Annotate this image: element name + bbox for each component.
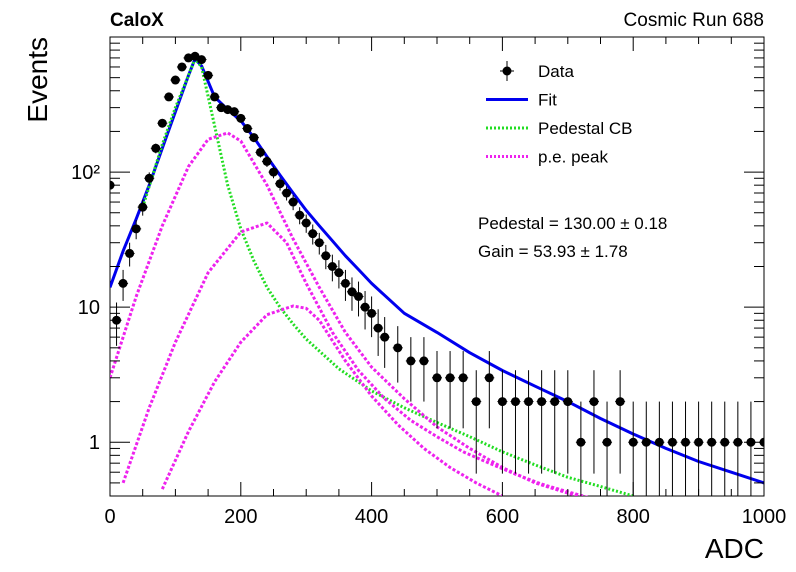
data-point xyxy=(346,277,357,311)
data-point xyxy=(235,113,246,123)
data-point xyxy=(471,370,482,474)
data-point xyxy=(131,220,142,240)
legend-label: Data xyxy=(538,62,574,81)
data-point xyxy=(667,401,678,496)
data-point xyxy=(118,269,129,301)
y-tick-label: 1 xyxy=(89,432,100,454)
data-point xyxy=(615,370,626,474)
data-point xyxy=(294,207,305,225)
data-point xyxy=(203,70,214,80)
data-point xyxy=(111,302,122,346)
x-axis-label: ADC xyxy=(705,533,764,564)
data-point xyxy=(268,166,279,179)
data-point xyxy=(327,254,338,282)
x-tick-label: 400 xyxy=(355,506,388,528)
data-point xyxy=(255,147,266,158)
data-point xyxy=(176,62,187,72)
data-point xyxy=(392,326,403,383)
data-point xyxy=(497,370,508,474)
gain-result: Gain = 53.93 ± 1.78 xyxy=(478,242,628,261)
experiment-label: CaloX xyxy=(110,10,164,31)
data-point xyxy=(320,244,331,270)
series-pedestal-cb-line xyxy=(141,57,634,496)
data-point xyxy=(209,92,220,102)
data-point xyxy=(157,118,168,128)
x-tick-label: 0 xyxy=(104,506,115,528)
data-point xyxy=(523,370,534,474)
data-point xyxy=(549,370,560,474)
x-tick-label: 600 xyxy=(486,506,519,528)
data-point xyxy=(719,401,730,496)
data-point xyxy=(562,370,573,474)
data-point xyxy=(163,92,174,102)
ticks-layer: 0 200 400 600 800 1000 1 10 10² xyxy=(71,37,786,528)
series-p-e-peak-3-line xyxy=(160,304,504,496)
data-point xyxy=(353,281,364,317)
x-tick-label: 800 xyxy=(617,506,650,528)
data-point xyxy=(340,269,351,301)
data-point xyxy=(641,401,652,496)
data-point xyxy=(484,351,495,429)
legend-label: p.e. peak xyxy=(538,148,608,167)
data-point xyxy=(654,401,665,496)
x-tick-label: 200 xyxy=(224,506,257,528)
data-point xyxy=(379,317,390,368)
legend-entry-fit: Fit xyxy=(486,91,557,110)
run-label: Cosmic Run 688 xyxy=(624,10,764,31)
data-point xyxy=(360,291,371,330)
data-point xyxy=(242,124,253,134)
data-point xyxy=(170,75,181,85)
data-point xyxy=(248,133,259,143)
data-point xyxy=(196,55,207,65)
data-point xyxy=(275,177,286,191)
data-point xyxy=(732,401,743,496)
data-point xyxy=(432,351,442,429)
data-point xyxy=(288,194,299,211)
legend-label: Pedestal CB xyxy=(538,119,633,138)
legend-entry-pedestal: Pedestal CB xyxy=(486,119,633,138)
data-point xyxy=(536,370,547,474)
data-point xyxy=(314,232,325,255)
data-point xyxy=(373,309,384,356)
data-point xyxy=(333,260,344,289)
data-point xyxy=(405,337,416,402)
data-point xyxy=(458,351,469,429)
x-tick-label: 1000 xyxy=(742,506,787,528)
data-point xyxy=(445,351,456,429)
data-point xyxy=(745,401,756,496)
data-point xyxy=(575,401,586,496)
pedestal-result: Pedestal = 130.00 ± 0.18 xyxy=(478,214,667,233)
data-point xyxy=(588,370,599,474)
legend-entry-pe: p.e. peak xyxy=(486,148,608,167)
series-p-e-peak-2-line xyxy=(121,221,589,496)
data-point xyxy=(602,401,613,496)
legend-entry-data: Data xyxy=(500,61,574,81)
data-point xyxy=(261,156,272,168)
legend-label: Fit xyxy=(538,91,557,110)
data-point xyxy=(418,337,429,402)
data-point xyxy=(144,172,155,185)
data-point xyxy=(229,107,240,117)
data-point xyxy=(124,242,135,267)
data-point xyxy=(281,186,292,201)
data-point xyxy=(307,224,318,245)
y-tick-label: 10 xyxy=(78,297,100,319)
data-point xyxy=(150,143,161,154)
data-point xyxy=(706,401,717,496)
data-point xyxy=(693,401,704,496)
data-point xyxy=(510,370,521,474)
y-axis-label: Events xyxy=(22,37,53,123)
data-point xyxy=(301,214,312,233)
y-tick-label: 10² xyxy=(71,162,100,184)
data-point xyxy=(680,401,691,496)
data-point xyxy=(137,199,148,216)
legend: Data Fit Pedestal CB p.e. peak xyxy=(486,61,633,167)
series-layer xyxy=(110,51,764,496)
data-point xyxy=(366,296,377,338)
